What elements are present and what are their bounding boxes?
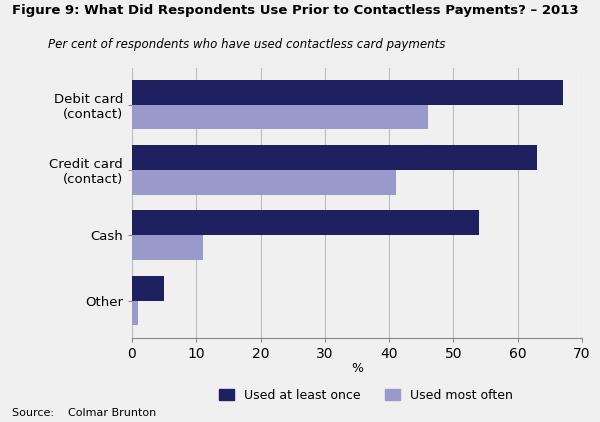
Bar [132,80,563,105]
Legend: Used at least once, Used most often: Used at least once, Used most often [214,384,518,407]
Bar [132,211,479,235]
Bar [132,276,164,300]
Bar [132,105,428,130]
Bar [132,145,537,170]
Text: Figure 9: What Did Respondents Use Prior to Contactless Payments? – 2013: Figure 9: What Did Respondents Use Prior… [12,4,578,17]
Text: Source:    Colmar Brunton: Source: Colmar Brunton [12,408,156,418]
Bar [132,235,203,260]
X-axis label: %: % [351,362,363,375]
Text: Per cent of respondents who have used contactless card payments: Per cent of respondents who have used co… [48,38,445,51]
Bar [132,300,139,325]
Bar [132,170,395,195]
